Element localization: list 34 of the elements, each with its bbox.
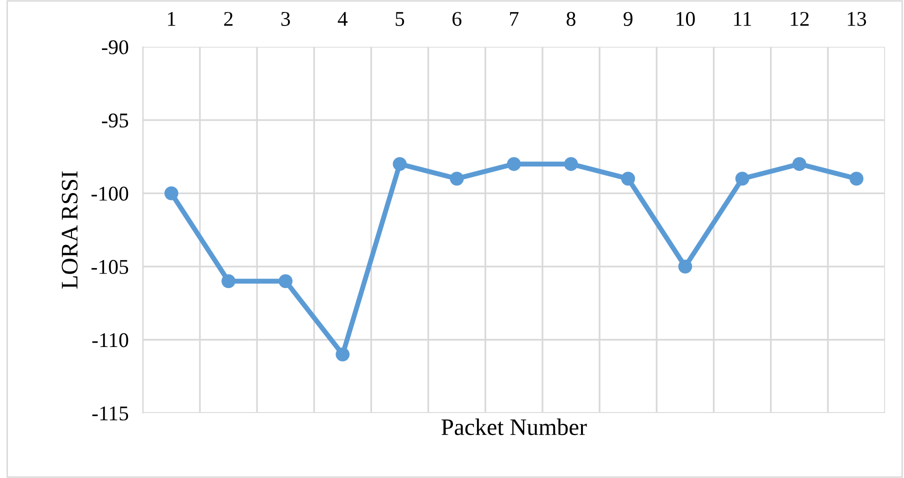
x-tick-label: 7 [510,12,519,26]
point [678,260,692,274]
x-axis-title: Packet Number [441,418,587,436]
point [735,172,750,186]
x-tick-label: 9 [624,12,632,26]
x-tick-label: 13 [848,12,866,26]
point [278,274,293,288]
point [336,347,350,362]
x-tick-label: 12 [790,12,809,26]
point [392,157,407,171]
point [164,186,178,200]
x-tick-label: 11 [734,12,752,26]
point [621,172,636,186]
x-tick-label: 6 [452,12,462,26]
y-tick-label: -115 [92,406,128,420]
y-tick-label: -95 [102,114,128,128]
y-tick-label: -90 [102,40,128,54]
y-axis-title: LORA RSSI [62,171,78,289]
point [450,172,464,186]
x-tick-label: 3 [281,12,290,26]
point [792,157,806,171]
y-tick-label: -105 [92,260,128,274]
y-tick-label: -100 [92,186,128,201]
x-tick-label: 5 [396,12,404,26]
x-tick-label: 10 [676,12,695,26]
point [506,157,521,171]
point [222,274,236,288]
x-tick-label: 2 [224,12,233,26]
point [850,172,864,186]
y-tick-label: -110 [92,333,128,348]
x-tick-label: 4 [338,12,348,26]
point [564,157,578,171]
x-tick-label: 1 [168,12,176,26]
x-tick-label: 8 [566,12,576,26]
